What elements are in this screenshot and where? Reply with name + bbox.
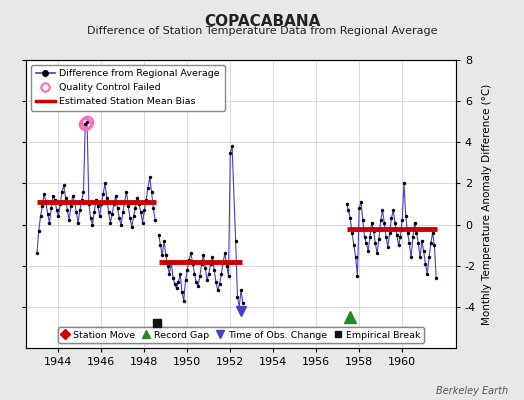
Text: Difference of Station Temperature Data from Regional Average: Difference of Station Temperature Data f… — [87, 26, 437, 36]
Y-axis label: Monthly Temperature Anomaly Difference (°C): Monthly Temperature Anomaly Difference (… — [482, 83, 492, 325]
Legend: Station Move, Record Gap, Time of Obs. Change, Empirical Break: Station Move, Record Gap, Time of Obs. C… — [58, 327, 424, 343]
Text: COPACABANA: COPACABANA — [204, 14, 320, 29]
Text: Berkeley Earth: Berkeley Earth — [436, 386, 508, 396]
